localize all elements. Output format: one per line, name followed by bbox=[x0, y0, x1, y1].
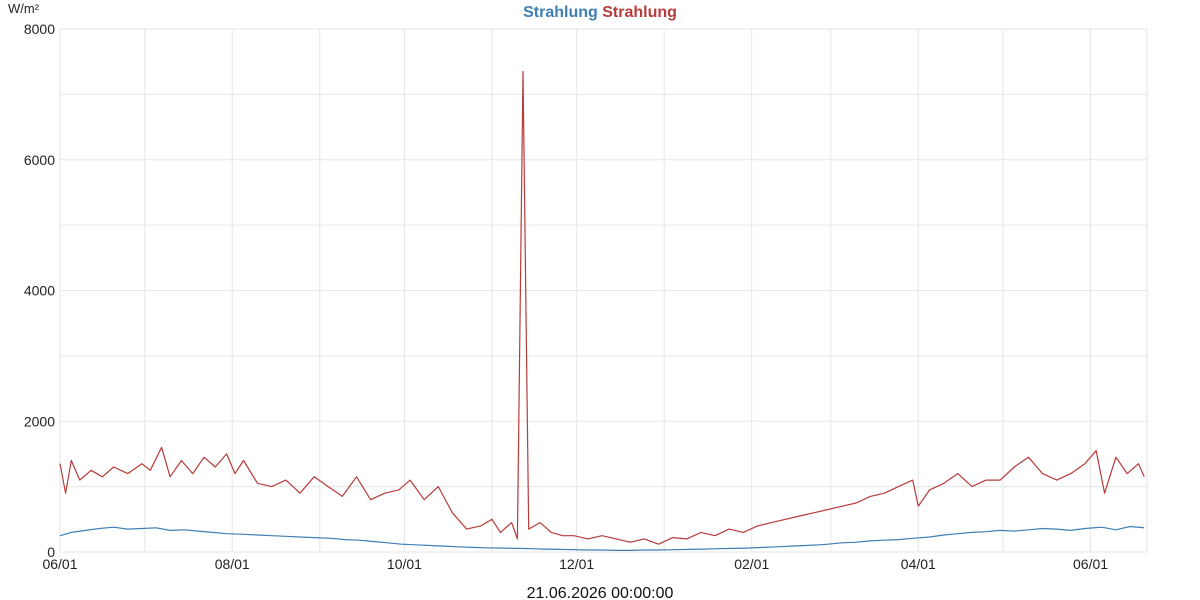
chart-title: Strahlung Strahlung bbox=[523, 4, 677, 21]
x-tick-label-2: 10/01 bbox=[387, 556, 422, 572]
x-tick-label-6: 06/01 bbox=[1073, 556, 1108, 572]
y-tick-label-0: 0 bbox=[47, 544, 55, 560]
series-line-1 bbox=[59, 70, 1145, 545]
svg-text:Strahlung Strahlung: Strahlung Strahlung bbox=[523, 4, 677, 21]
timestamp-label: 21.06.2026 00:00:00 bbox=[527, 585, 674, 600]
y-tick-labels: 0 2000 4000 6000 8000 bbox=[24, 21, 55, 560]
series-line-0 bbox=[59, 525, 1145, 551]
x-tick-label-0: 06/01 bbox=[42, 556, 77, 572]
y-tick-label-1: 2000 bbox=[24, 413, 55, 429]
y-tick-label-4: 8000 bbox=[24, 21, 55, 37]
x-tick-label-1: 08/01 bbox=[215, 556, 250, 572]
y-axis-unit-label: W/m² bbox=[8, 1, 40, 16]
x-tick-label-3: 12/01 bbox=[559, 556, 594, 572]
x-tick-label-4: 02/01 bbox=[734, 556, 769, 572]
x-tick-labels: 06/01 08/01 10/01 12/01 02/01 04/01 06/01 bbox=[42, 556, 1108, 572]
grid-lines bbox=[59, 28, 1148, 553]
y-tick-label-2: 4000 bbox=[24, 283, 55, 299]
title-part-0: Strahlung bbox=[523, 4, 598, 21]
title-part-1: Strahlung bbox=[598, 4, 677, 21]
y-tick-label-3: 6000 bbox=[24, 152, 55, 168]
series-group bbox=[59, 70, 1145, 551]
x-tick-label-5: 04/01 bbox=[901, 556, 936, 572]
